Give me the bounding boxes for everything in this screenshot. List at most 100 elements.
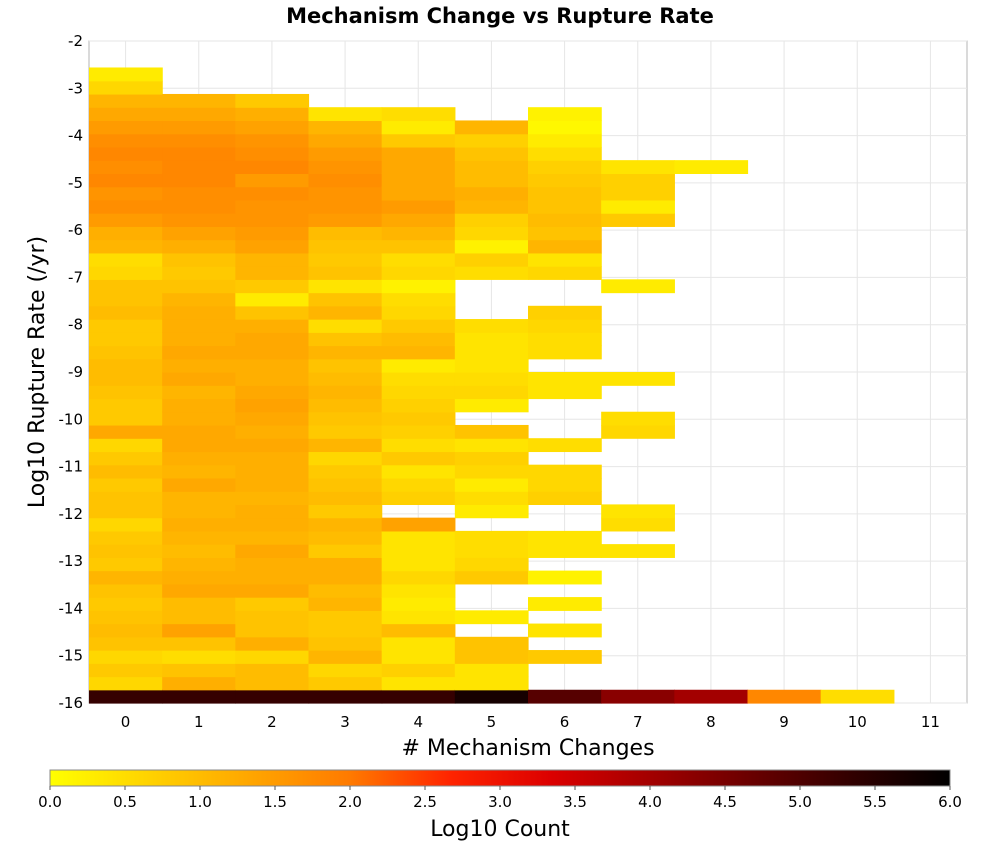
x-tick-label: 1 (194, 713, 204, 731)
heatmap-cell (381, 252, 456, 267)
heatmap-cell (89, 120, 163, 135)
heatmap-cell (528, 160, 602, 174)
heatmap-cell (454, 332, 529, 347)
heatmap-cell (162, 451, 236, 466)
heatmap-cell (601, 504, 675, 519)
heatmap-cell (235, 650, 310, 664)
y-axis-ticks: -2 -3 -4 -5 -6 -7 -8 -9 -10 -11 -12 -13 -14 -15 -16 (59, 32, 84, 712)
heatmap-cell (381, 663, 456, 678)
heatmap-cell (381, 146, 456, 161)
heatmap-cell (601, 160, 675, 174)
heatmap-cell (235, 491, 310, 505)
heatmap-cell (528, 650, 602, 664)
heatmap-cell (162, 133, 236, 148)
heatmap-cell (162, 411, 236, 426)
heatmap-cell (89, 146, 163, 161)
heatmap-cell (162, 107, 236, 122)
heatmap-cell (235, 319, 310, 333)
heatmap-cell (89, 266, 163, 280)
heatmap-cell (162, 650, 236, 664)
heatmap-cell (381, 332, 456, 347)
heatmap-cell (308, 107, 383, 122)
heatmap-cell (454, 199, 529, 214)
colorbar-tick-label: 0.0 (38, 793, 62, 811)
heatmap-cell (162, 160, 236, 174)
y-tick-label: -11 (59, 458, 84, 476)
heatmap-cell (528, 372, 602, 386)
heatmap-cell (235, 239, 310, 254)
heatmap-cell (162, 663, 236, 678)
heatmap-cell (89, 477, 163, 492)
heatmap-cell (162, 424, 236, 439)
heatmap-cell (528, 623, 602, 638)
heatmap-cell (162, 332, 236, 347)
heatmap-cell (454, 424, 529, 439)
x-axis-ticks: 0 1 2 3 4 5 6 7 8 9 10 11 (121, 713, 940, 731)
heatmap-cell (235, 610, 310, 625)
heatmap-cell (308, 623, 383, 638)
heatmap-cell (89, 345, 163, 360)
colorbar-tick-label: 4.5 (713, 793, 737, 811)
heatmap-cell (381, 345, 456, 360)
colorbar (49, 769, 951, 787)
heatmap-cell (162, 120, 236, 135)
heatmap-cell (381, 438, 456, 453)
colorbar-tick-label: 5.0 (788, 793, 812, 811)
heatmap-cell (235, 411, 310, 426)
heatmap-cell (162, 544, 236, 558)
heatmap-cell (528, 491, 602, 505)
heatmap-cell (89, 107, 163, 122)
y-tick-label: -8 (68, 316, 83, 334)
colorbar-tick-label: 1.5 (263, 793, 287, 811)
heatmap-cell (308, 279, 383, 294)
heatmap-cell (381, 107, 456, 122)
heatmap-cell (381, 477, 456, 492)
heatmap-cell (162, 583, 236, 598)
heatmap-cell (381, 676, 456, 691)
heatmap-cell (454, 663, 529, 678)
heatmap-cell (235, 279, 310, 294)
x-tick-label: 4 (413, 713, 423, 731)
heatmap-cell (308, 358, 383, 373)
heatmap-cell (381, 266, 456, 280)
heatmap-cell (308, 332, 383, 347)
heatmap-cell (308, 570, 383, 585)
heatmap-cell (235, 120, 310, 135)
heatmap-cell (162, 93, 236, 108)
x-tick-label: 11 (921, 713, 940, 731)
heatmap-cell (454, 464, 529, 479)
heatmap-cell (162, 239, 236, 254)
y-tick-label: -14 (59, 599, 84, 617)
heatmap-cell (308, 610, 383, 625)
heatmap-cell (162, 491, 236, 505)
heatmap-cell (820, 689, 895, 704)
heatmap-cell (601, 186, 675, 201)
heatmap-cell (454, 438, 529, 453)
colorbar-tick-label: 1.0 (188, 793, 212, 811)
colorbar-tick-label: 0.5 (113, 793, 137, 811)
colorbar-label: Log10 Count (430, 817, 570, 842)
heatmap-cell (162, 517, 236, 532)
heatmap-cell (89, 504, 163, 519)
heatmap-cell (89, 372, 163, 386)
heatmap-cell (89, 517, 163, 532)
heatmap-cell (308, 120, 383, 135)
heatmap-cell (528, 385, 602, 400)
heatmap-cell (308, 477, 383, 492)
heatmap-cell (89, 80, 163, 95)
heatmap-cell (89, 385, 163, 400)
heatmap-cell (381, 385, 456, 400)
heatmap-cell (162, 504, 236, 519)
heatmap-cell (235, 504, 310, 519)
heatmap-cell (381, 451, 456, 466)
colorbar-tick-label: 3.5 (563, 793, 587, 811)
heatmap-cell (89, 173, 163, 188)
heatmap-cell (308, 597, 383, 611)
colorbar-tick-label: 3.0 (488, 793, 512, 811)
heatmap-cell (89, 636, 163, 651)
x-tick-label: 3 (340, 713, 350, 731)
x-axis-label: # Mechanism Changes (401, 736, 654, 761)
heatmap-cell (601, 279, 675, 294)
heatmap-cell (308, 650, 383, 664)
heatmap-cell (89, 319, 163, 333)
